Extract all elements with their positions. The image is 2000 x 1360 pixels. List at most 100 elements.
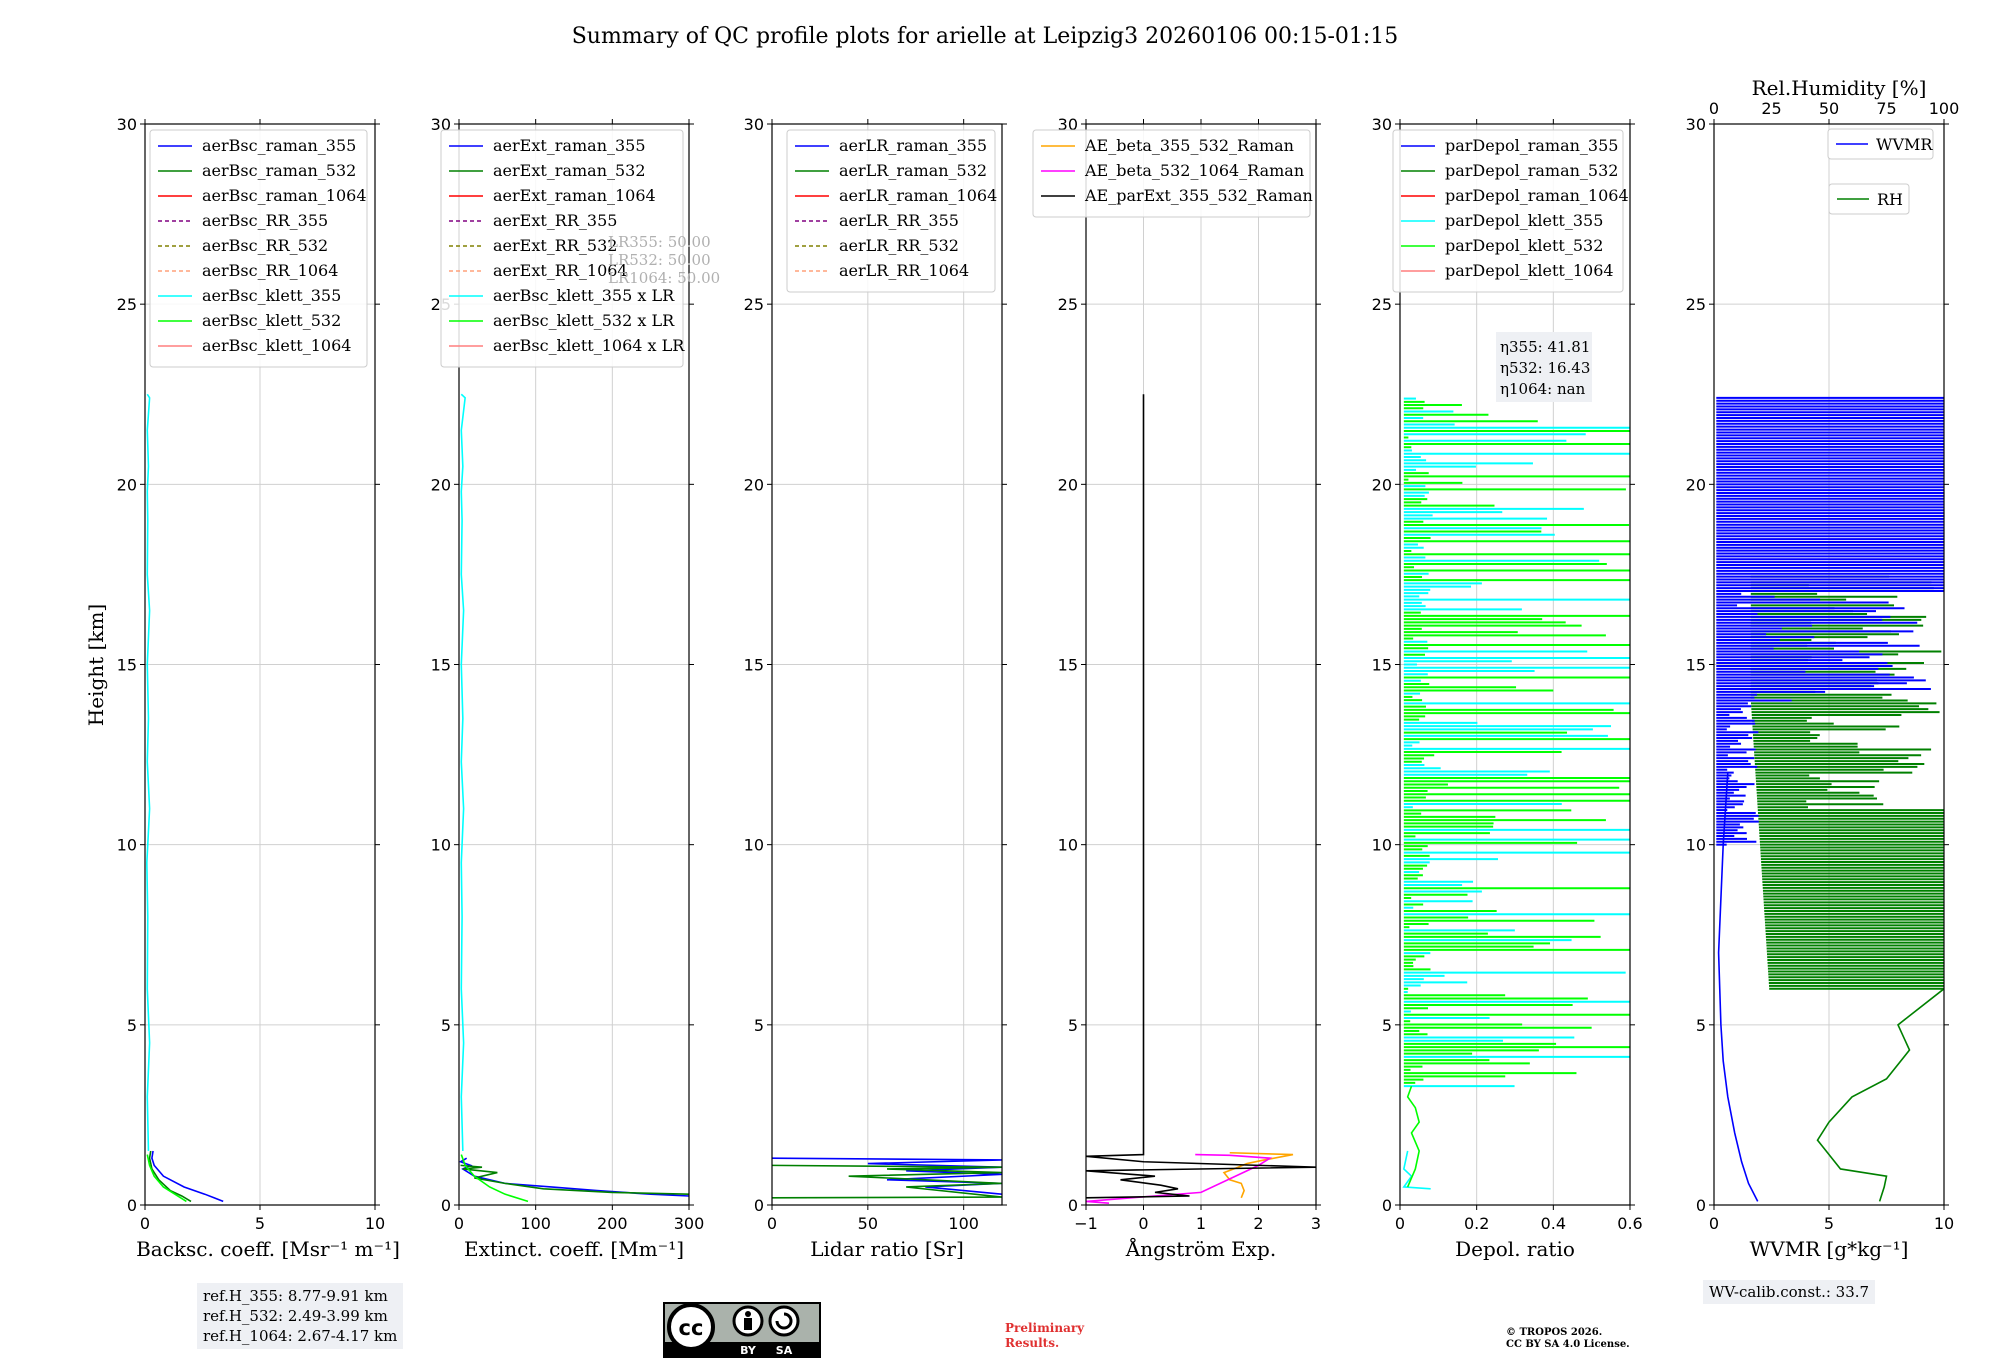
ytick-label: 15: [1372, 656, 1392, 675]
series-AE_beta_355_532_Raman: [1222, 1151, 1294, 1199]
ytick-label: 0: [127, 1196, 137, 1215]
ytick-label: 30: [431, 115, 451, 134]
xtick-label: 100: [520, 1214, 551, 1233]
legend-label: AE_beta_355_532_Raman: [1084, 136, 1294, 155]
legend-label: parDepol_klett_355: [1445, 211, 1603, 230]
series-group: [146, 393, 224, 1203]
legend-label: aerBsc_raman_1064: [202, 186, 367, 205]
ytick-label: 10: [744, 836, 764, 855]
ytick-label: 0: [1696, 1196, 1706, 1215]
ytick-label: 15: [117, 656, 137, 675]
reference-height-box: ref.H_355: 8.77-9.91 km ref.H_532: 2.49-…: [197, 1283, 404, 1349]
preliminary-note: Preliminary Results.: [1005, 1321, 1084, 1351]
eta-value: η355: 41.81: [1500, 338, 1590, 356]
ytick-label: 20: [1686, 475, 1706, 494]
top-xtick-label: 100: [1929, 99, 1960, 118]
legend-label: parDepol_raman_532: [1445, 161, 1618, 180]
ytick-label: 0: [1382, 1196, 1392, 1215]
legend-label: parDepol_klett_532: [1445, 236, 1603, 255]
lidar-ratio-note: LR355: 50.00: [608, 233, 711, 251]
series-aerLR_raman_532: [772, 1164, 1002, 1199]
legend-label: AE_parExt_355_532_Raman: [1084, 186, 1313, 205]
ytick-label: 5: [1382, 1016, 1392, 1035]
ytick-label: 25: [1686, 295, 1706, 314]
legend-box: [440, 129, 684, 368]
legend-label: aerExt_raman_532: [493, 161, 646, 180]
ref-height-1064: ref.H_1064: 2.67-4.17 km: [203, 1327, 398, 1345]
xtick-label: 10: [365, 1214, 385, 1233]
panel-ext: 0510152025300100200300Extinct. coeff. [M…: [431, 115, 721, 1261]
series-group: [1086, 394, 1316, 1204]
ytick-label: 0: [1068, 1196, 1078, 1215]
legend-label: aerExt_RR_1064: [493, 261, 628, 280]
xtick-label: 5: [1824, 1214, 1834, 1233]
ytick-label: 20: [1058, 475, 1078, 494]
x-axis-label: Lidar ratio [Sr]: [810, 1237, 964, 1261]
y-axis-label: Height [km]: [84, 604, 108, 726]
ytick-label: 5: [754, 1016, 764, 1035]
series-group: [1402, 397, 1630, 1190]
ytick-label: 30: [1686, 115, 1706, 134]
x-axis-label: Backsc. coeff. [Msr⁻¹ m⁻¹]: [136, 1237, 400, 1261]
ytick-label: 15: [431, 656, 451, 675]
legend-label: aerExt_RR_355: [493, 211, 617, 230]
series-aerLR_raman_355: [772, 1157, 1002, 1195]
xtick-label: 5: [255, 1214, 265, 1233]
share-alike-icon: [768, 1305, 800, 1337]
x-axis-label: WVMR [g*kg⁻¹]: [1750, 1237, 1909, 1261]
copyright-note: © TROPOS 2026. CC BY SA 4.0 License.: [1506, 1327, 1630, 1351]
top-xtick-label: 0: [1709, 99, 1719, 118]
ytick-label: 0: [441, 1196, 451, 1215]
ytick-label: 5: [1696, 1016, 1706, 1035]
cc-icon: [667, 1303, 715, 1351]
ref-height-532: ref.H_532: 2.49-3.99 km: [203, 1307, 388, 1325]
xtick-label: 3: [1311, 1214, 1321, 1233]
ytick-label: 10: [431, 836, 451, 855]
wv-calibration-box: WV-calib.const.: 33.7: [1703, 1280, 1876, 1304]
legend-label: aerBsc_klett_355: [202, 286, 341, 305]
xtick-label: 0.4: [1541, 1214, 1566, 1233]
series-aerBsc_klett_532 x LR: [460, 1154, 529, 1203]
eta-value: η532: 16.43: [1500, 359, 1590, 377]
eta-value: η1064: nan: [1500, 380, 1586, 398]
series-group: [1716, 396, 1944, 1202]
series-group: [772, 1157, 1002, 1199]
ytick-label: 20: [1372, 475, 1392, 494]
preliminary-line-1: Preliminary: [1005, 1321, 1085, 1335]
xtick-label: 200: [597, 1214, 628, 1233]
ytick-label: 25: [1058, 295, 1078, 314]
series-aerBsc_klett_355 x LR: [460, 393, 466, 1151]
legend-label: aerBsc_RR_532: [202, 236, 328, 255]
xtick-label: 0: [1395, 1214, 1405, 1233]
ytick-label: 15: [1058, 656, 1078, 675]
series-parDepol_klett_532: [1406, 1085, 1421, 1188]
figure-title: Summary of QC profile plots for arielle …: [572, 24, 1399, 49]
ytick-label: 0: [754, 1196, 764, 1215]
xtick-label: 10: [1934, 1214, 1954, 1233]
series-WVMR: [1717, 772, 1759, 1202]
ytick-label: 15: [1686, 656, 1706, 675]
xtick-label: 0: [767, 1214, 777, 1233]
ytick-label: 15: [744, 656, 764, 675]
top-xtick-label: 50: [1819, 99, 1839, 118]
ytick-label: 10: [1058, 836, 1078, 855]
series-AE_parExt_355_532_Raman: [1086, 394, 1316, 1199]
ytick-label: 20: [117, 475, 137, 494]
legend-label: aerExt_raman_355: [493, 136, 646, 155]
legend-label: aerBsc_klett_355 x LR: [493, 286, 675, 305]
legend-label: aerLR_raman_355: [839, 136, 987, 155]
xtick-label: 0: [1709, 1214, 1719, 1233]
ytick-label: 25: [1372, 295, 1392, 314]
legend-label: aerLR_raman_532: [839, 161, 987, 180]
cc-license-badge: cc BY SA: [663, 1302, 821, 1358]
series-aerBsc_klett_532: [146, 1154, 187, 1203]
legend-label: aerBsc_klett_532: [202, 311, 341, 330]
ytick-label: 5: [1068, 1016, 1078, 1035]
ref-height-355: ref.H_355: 8.77-9.91 km: [203, 1287, 388, 1305]
panel-lr: 0 5 10 15 20 25 30 0 50 100 Lidar ratio [Sr] aerLR_…: [744, 115, 1007, 1261]
top-xtick-label: 25: [1761, 99, 1781, 118]
panel-bsc: 0 5 10 15 20 25 30 0 5 10 Backsc. coeff. [Msr⁻¹ m⁻…: [117, 115, 400, 1261]
legend-label: aerBsc_klett_532 x LR: [493, 311, 675, 330]
